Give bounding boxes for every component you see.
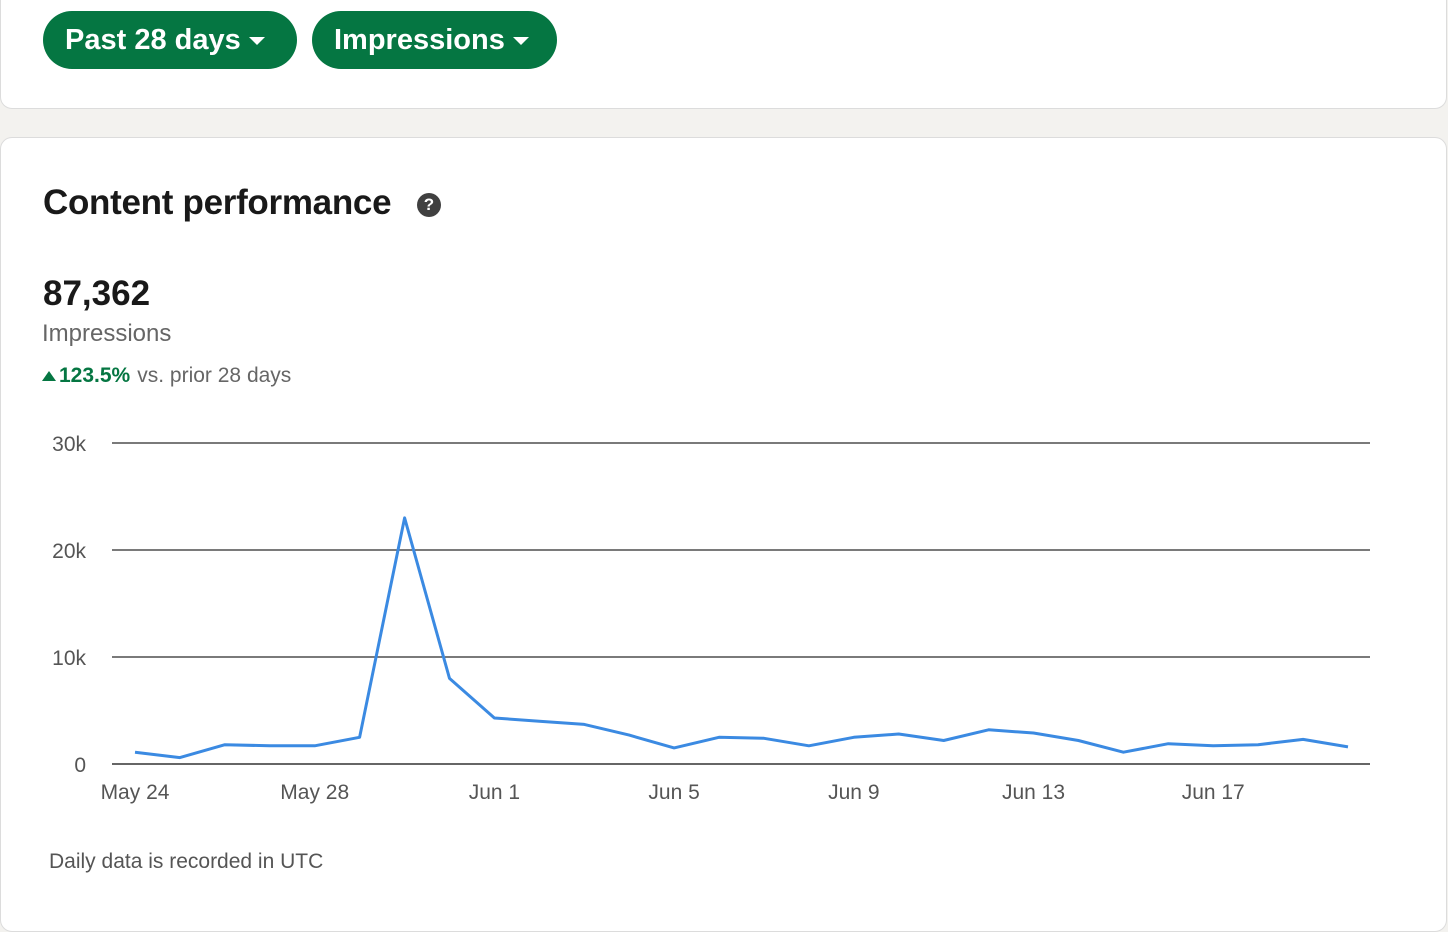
data-point[interactable]	[219, 739, 231, 751]
y-tick-label: 30k	[52, 433, 86, 456]
x-tick-label: Jun 9	[828, 781, 879, 804]
data-point[interactable]	[713, 731, 725, 743]
data-point[interactable]	[399, 512, 411, 524]
data-point[interactable]	[623, 729, 635, 741]
data-point[interactable]	[938, 734, 950, 746]
data-point[interactable]	[758, 732, 770, 744]
caret-down-icon	[248, 37, 265, 45]
data-point[interactable]	[533, 715, 545, 727]
data-point[interactable]	[668, 742, 680, 754]
data-point[interactable]	[803, 740, 815, 752]
caret-down-icon	[512, 37, 529, 45]
data-point[interactable]	[1162, 738, 1174, 750]
time-range-dropdown[interactable]: Past 28 days	[43, 11, 297, 69]
data-point[interactable]	[443, 672, 455, 684]
data-point[interactable]	[1342, 741, 1354, 753]
total-metric-label: Impressions	[42, 320, 172, 347]
data-point[interactable]	[983, 724, 995, 736]
data-point[interactable]	[848, 731, 860, 743]
x-tick-label: May 28	[280, 781, 349, 804]
data-point[interactable]	[1252, 739, 1264, 751]
x-tick-label: Jun 17	[1182, 781, 1245, 804]
data-point[interactable]	[129, 746, 141, 758]
utc-footnote: Daily data is recorded in UTC	[49, 850, 324, 873]
data-point[interactable]	[174, 752, 186, 764]
data-point[interactable]	[1297, 733, 1309, 745]
total-impressions: 87,362	[43, 274, 151, 313]
section-title: Content performance	[43, 183, 392, 222]
filter-card: Past 28 days Impressions	[0, 0, 1447, 109]
metric-dropdown[interactable]: Impressions	[312, 11, 557, 69]
x-tick-label: Jun 13	[1002, 781, 1065, 804]
data-point[interactable]	[578, 718, 590, 730]
time-range-label: Past 28 days	[65, 23, 241, 56]
question-circle-icon[interactable]: ?	[417, 193, 441, 217]
impressions-series-line[interactable]	[134, 516, 1349, 760]
x-tick-label: Jun 1	[469, 781, 520, 804]
data-point[interactable]	[1072, 734, 1084, 746]
x-tick-label: Jun 5	[648, 781, 699, 804]
data-point[interactable]	[1028, 727, 1040, 739]
data-point[interactable]	[309, 740, 321, 752]
y-tick-label: 10k	[52, 647, 86, 670]
change-value: 123.5%	[59, 364, 131, 387]
y-tick-label: 20k	[52, 540, 86, 563]
impressions-line-chart: 0 10k 20k 30k May 24 May 28 Jun 1 Jun 5 Jun 9 Jun…	[52, 433, 1370, 804]
data-point[interactable]	[893, 728, 905, 740]
content-performance-card	[0, 137, 1447, 932]
up-arrow-icon	[42, 371, 56, 381]
change-indicator: 123.5% vs. prior 28 days	[42, 364, 291, 388]
data-point[interactable]	[1117, 746, 1129, 758]
data-point[interactable]	[264, 740, 276, 752]
y-tick-label: 0	[74, 754, 86, 777]
data-point[interactable]	[354, 731, 366, 743]
data-point[interactable]	[1207, 740, 1219, 752]
metric-label: Impressions	[334, 23, 505, 56]
change-suffix: vs. prior 28 days	[137, 364, 292, 387]
x-tick-label: May 24	[101, 781, 170, 804]
data-point[interactable]	[488, 712, 500, 724]
